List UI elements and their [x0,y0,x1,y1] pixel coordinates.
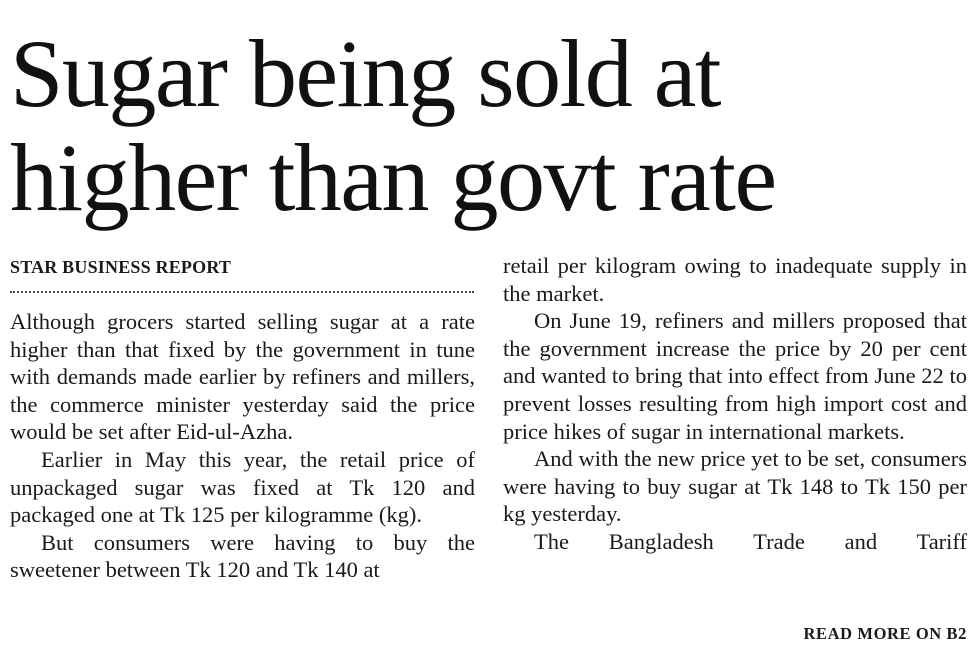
article-column-left: Although grocers started selling sugar a… [10,308,475,584]
paragraph-5: And with the new price yet to be set, co… [503,446,967,527]
byline: STAR BUSINESS REPORT [10,257,232,277]
headline-line-1: Sugar being sold at [10,20,722,127]
paragraph-3-continued: retail per kilogram owing to inadequate … [503,253,967,306]
read-more-link[interactable]: READ MORE ON B2 [803,624,967,643]
paragraph-2: Earlier in May this year, the retail pri… [10,446,475,528]
dotted-divider [10,291,474,293]
paragraph-3: But consumers were having to buy the swe… [10,529,475,583]
headline: Sugar being sold at higher than govt rat… [10,22,970,230]
paragraph-4: On June 19, refiners and millers propose… [503,308,967,444]
headline-line-2: higher than govt rate [10,124,777,231]
article-column-right: retail per kilogram owing to inadequate … [503,252,967,556]
paragraph-1: Although grocers started selling sugar a… [10,309,475,445]
paragraph-6: The Bangladesh Trade and Tariff [534,528,967,554]
